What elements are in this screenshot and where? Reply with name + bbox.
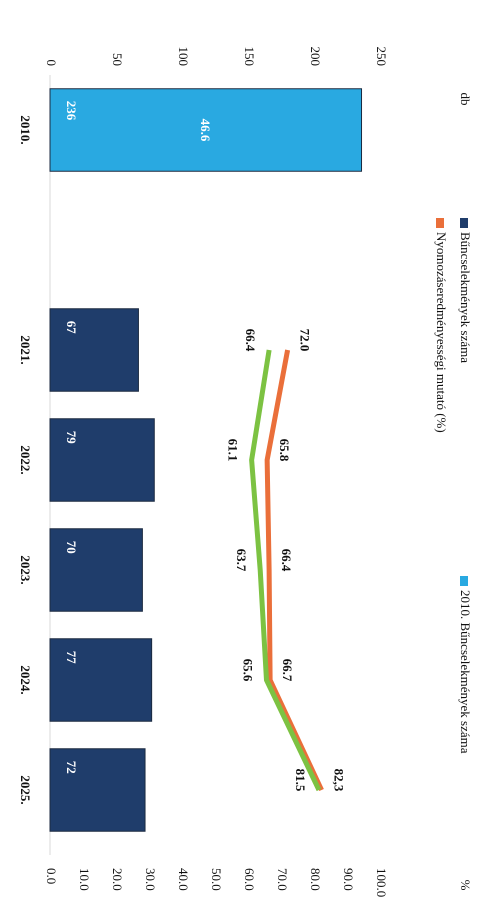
legend-swatch [460,218,468,228]
bar-value-label: 67 [64,321,79,335]
legend-swatch [436,218,444,228]
legend-label: 2010. Bűncselekmények száma [458,590,473,754]
x-tick-label: 2025. [18,775,33,804]
y2-tick-label: 30.0 [143,868,158,891]
y2-tick-label: 20.0 [110,868,125,891]
x-tick-label: 2023. [18,555,33,584]
legend-label: Bűncselekmények száma [458,232,473,363]
y-tick-label: 250 [374,47,389,67]
line-value-label: 63.7 [234,549,249,572]
line-value-label: 65.6 [240,659,255,682]
y2-tick-label: 40.0 [176,868,191,891]
y-tick-label: 0 [44,60,59,67]
bar-value-label: 77 [64,651,79,665]
y-axis-label: db [458,93,473,106]
y2-tick-label: 70.0 [275,868,290,891]
y-tick-label: 50 [110,53,125,66]
y2-tick-label: 50.0 [209,868,224,891]
line-value-label: 82,3 [332,769,347,792]
y-tick-label: 150 [242,47,257,67]
x-tick-label: 2024. [18,665,33,694]
line-value-label: 66.4 [279,549,294,572]
line-value-label: 66.4 [243,329,258,352]
y2-tick-label: 90.0 [341,868,356,891]
y2-axis-label: % [458,880,473,891]
bar-value-label: 72 [64,761,79,774]
line-value-label: 65.8 [277,439,292,462]
line-value-label: 61.1 [226,439,241,462]
line [267,350,321,790]
rotated-frame: db % 0 50 100 150 200 250 0.0 10.0 20.0 30.0 40.0 5… [0,0,504,922]
y2-tick-label: 10.0 [77,868,92,891]
legend-label: Nyomozáseredményességi mutató (%) [434,232,449,433]
line-value-label: 72.0 [298,329,313,352]
line-value-label: 81.5 [293,769,308,792]
chart: db % 0 50 100 150 200 250 0.0 10.0 20.0 30.0 40.0 5… [0,0,504,922]
bar-value-label: 79 [64,431,79,445]
page: db % 0 50 100 150 200 250 0.0 10.0 20.0 30.0 40.0 5… [0,0,504,922]
bar-value-label: 70 [64,541,79,554]
bar-value-label: 236 [64,101,79,121]
y-tick-label: 200 [308,47,323,67]
line-value-label: 66.7 [280,659,295,682]
y2-tick-label: 60.0 [242,868,257,891]
x-tick-label: 2022. [18,445,33,474]
x-tick-label: 2010. [18,115,33,144]
y2-tick-label: 80.0 [308,868,323,891]
y-tick-label: 100 [176,47,191,67]
legend-swatch [460,576,468,586]
value-label: 46.6 [198,119,213,142]
y2-tick-label: 0.0 [44,868,59,884]
x-tick-label: 2021. [18,335,33,364]
y2-tick-label: 100.0 [374,868,389,897]
